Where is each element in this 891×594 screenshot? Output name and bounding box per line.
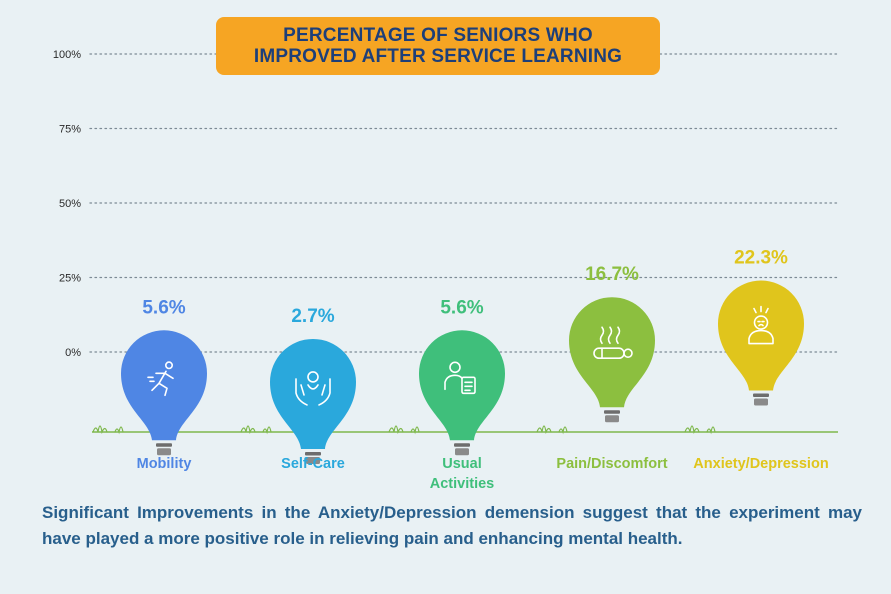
value-label: 16.7% [585, 264, 639, 285]
icon-shoulders [748, 329, 774, 345]
bulb-glass [718, 280, 804, 391]
bulb-base-band [156, 443, 172, 447]
category-label: Activities [430, 476, 494, 492]
hands-care-icon [295, 371, 331, 406]
bulb-glass [121, 330, 207, 441]
icon-head [449, 361, 461, 374]
bulb-base-band [604, 410, 620, 414]
bulb-3: 5.6% Usual Activities [419, 297, 505, 492]
icon-stress-lines [753, 305, 769, 314]
value-label: 2.7% [291, 306, 334, 327]
value-label: 5.6% [440, 297, 483, 318]
category-label: Anxiety/Depression [693, 456, 828, 472]
bulb-base-cap [157, 448, 171, 456]
running-person-icon [147, 361, 174, 397]
icon-shoulders [307, 384, 319, 390]
icon-head [753, 315, 769, 330]
category-label: Mobility [137, 456, 192, 472]
category-label: Usual [442, 456, 482, 472]
icon-face [757, 320, 765, 327]
bulb-glass [569, 297, 655, 408]
grass-tuft [684, 425, 716, 435]
icon-body [147, 370, 174, 397]
icon-torso [444, 374, 463, 391]
icon-doc-lines [464, 381, 473, 392]
y-tick-label: 75% [59, 124, 81, 136]
icon-document [461, 376, 476, 395]
chart-title-line-2: IMPROVED AFTER SERVICE LEARNING [253, 46, 623, 67]
chart-title-banner: PERCENTAGE OF SENIORS WHO IMPROVED AFTER… [216, 17, 660, 75]
icon-head [307, 371, 319, 383]
grass-tuft [240, 425, 272, 435]
value-label: 5.6% [142, 297, 185, 318]
bulb-base-cap [605, 415, 619, 423]
icon-left-hand [295, 378, 308, 406]
bulb-5: 22.3% Anxiety/Depression [693, 248, 828, 472]
category-label: Self-Care [281, 456, 345, 472]
y-tick-label: 100% [53, 49, 81, 61]
chart: 0% 25% 50% 75% 100% 5.6% Mobility 2.7% Self-Care… [53, 49, 839, 492]
value-label: 22.3% [734, 248, 788, 269]
icon-head [165, 361, 174, 370]
icon-heat-waves [599, 326, 621, 345]
icon-head [623, 348, 633, 359]
stressed-person-icon [748, 305, 774, 345]
grass-tuft [92, 425, 124, 435]
y-tick-label: 50% [59, 198, 81, 210]
bulb-base-band [305, 451, 321, 456]
bulb-base-band [454, 443, 470, 447]
lying-person-heat-icon [593, 326, 633, 360]
person-document-icon [444, 361, 476, 395]
bulb-2: 2.7% Self-Care [270, 306, 356, 472]
icon-right-hand [318, 378, 331, 406]
bulb-glass [270, 338, 356, 449]
grass-tuft [536, 425, 568, 435]
bulb-base-cap [455, 448, 469, 456]
bulb-base-cap [754, 398, 768, 406]
bulb-base-cap [306, 456, 320, 464]
insight-note: Significant Improvements in the Anxiety/… [42, 503, 862, 548]
bulb-1: 5.6% Mobility [121, 297, 207, 472]
bulb-4: 16.7% Pain/Discomfort [556, 264, 667, 472]
chart-title-line-1: PERCENTAGE OF SENIORS WHO [283, 25, 593, 46]
category-label: Pain/Discomfort [556, 456, 667, 472]
bulb-base-band [753, 393, 769, 398]
y-tick-label: 0% [65, 347, 81, 359]
y-tick-label: 25% [59, 273, 81, 285]
grass-tuft [388, 425, 420, 435]
